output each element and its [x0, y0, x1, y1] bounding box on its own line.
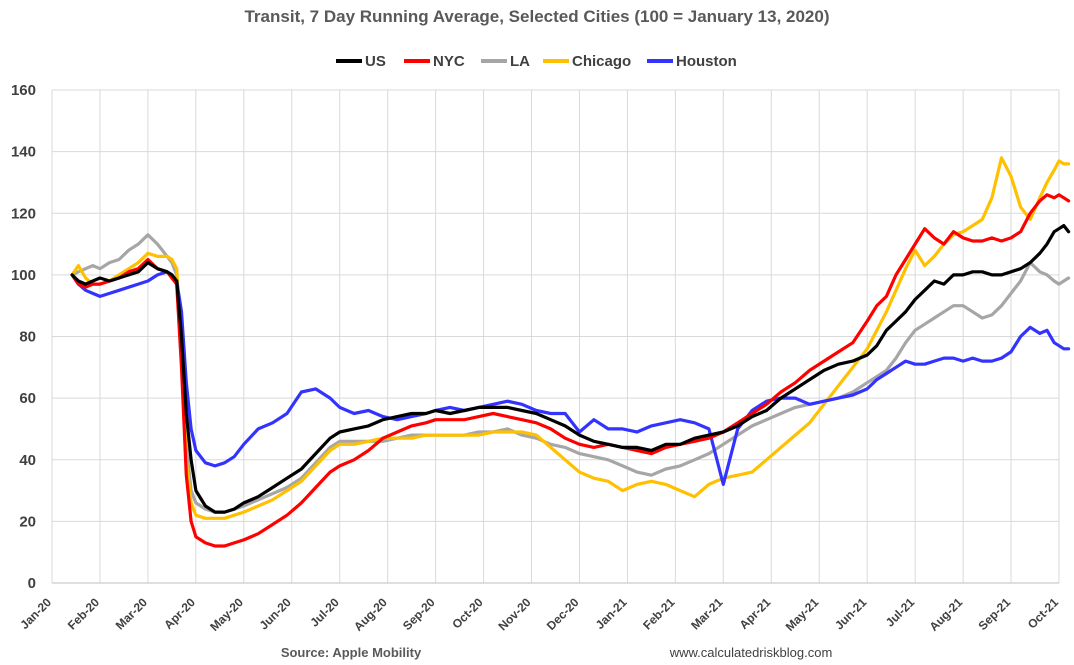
x-tick-label: Aug-21 — [927, 595, 966, 634]
x-tick-label: Nov-20 — [495, 595, 533, 633]
horizontal-gridlines — [52, 89, 1059, 584]
x-tick-label: Jan-21 — [593, 595, 630, 632]
y-tick-label: 120 — [11, 205, 36, 222]
series-line-nyc — [70, 193, 1071, 548]
series-lines — [70, 156, 1071, 548]
x-tick-label: Mar-20 — [113, 595, 150, 632]
x-tick-label: Feb-21 — [640, 595, 677, 632]
x-tick-label: Apr-20 — [161, 595, 198, 632]
series-line-houston — [70, 270, 1071, 486]
credit-url: www.calculatedriskblog.com — [669, 645, 833, 660]
x-tick-label: Oct-20 — [449, 595, 486, 632]
x-tick-label: Apr-21 — [737, 595, 774, 632]
y-tick-label: 20 — [19, 513, 36, 530]
legend-label-nyc: NYC — [433, 53, 465, 70]
y-tick-label: 160 — [11, 82, 36, 99]
x-tick-label: May-21 — [783, 595, 822, 634]
x-tick-label: Feb-20 — [65, 595, 102, 632]
x-tick-label: Jul-21 — [883, 595, 918, 630]
y-tick-label: 80 — [19, 329, 36, 346]
series-line-us — [70, 224, 1071, 514]
legend-label-la: LA — [510, 53, 530, 70]
x-tick-label: Mar-21 — [688, 595, 725, 632]
legend-label-us: US — [365, 53, 386, 70]
y-tick-label: 100 — [11, 267, 36, 284]
y-tick-label: 60 — [19, 390, 36, 407]
x-tick-label: Jan-20 — [17, 595, 54, 632]
chart-legend: US NYC LA Chicago Houston — [336, 53, 737, 70]
x-tick-label: Jun-20 — [257, 595, 294, 632]
x-tick-label: Dec-20 — [544, 595, 582, 633]
legend-label-houston: Houston — [676, 53, 737, 70]
x-tick-label: Jul-20 — [307, 595, 342, 630]
x-tick-label: Sep-21 — [975, 595, 1013, 633]
y-axis-tick-labels: 0 20 40 60 80 100 120 140 160 — [11, 82, 36, 592]
chart-title: Transit, 7 Day Running Average, Selected… — [244, 7, 829, 26]
legend-label-chicago: Chicago — [572, 53, 631, 70]
series-line-la — [70, 233, 1071, 514]
x-tick-label: May-20 — [207, 595, 246, 634]
source-note: Source: Apple Mobility — [281, 645, 422, 660]
y-tick-label: 40 — [19, 452, 36, 469]
x-tick-label: Aug-20 — [351, 595, 390, 634]
x-tick-label: Jun-21 — [832, 595, 869, 632]
x-tick-label: Oct-21 — [1025, 595, 1062, 632]
y-tick-label: 140 — [11, 144, 36, 161]
y-tick-label: 0 — [28, 575, 36, 592]
x-tick-label: Sep-20 — [400, 595, 438, 633]
x-axis-tick-labels: Jan-20 Feb-20 Mar-20 Apr-20 May-20 Jun-20 Jul-… — [17, 595, 1061, 634]
